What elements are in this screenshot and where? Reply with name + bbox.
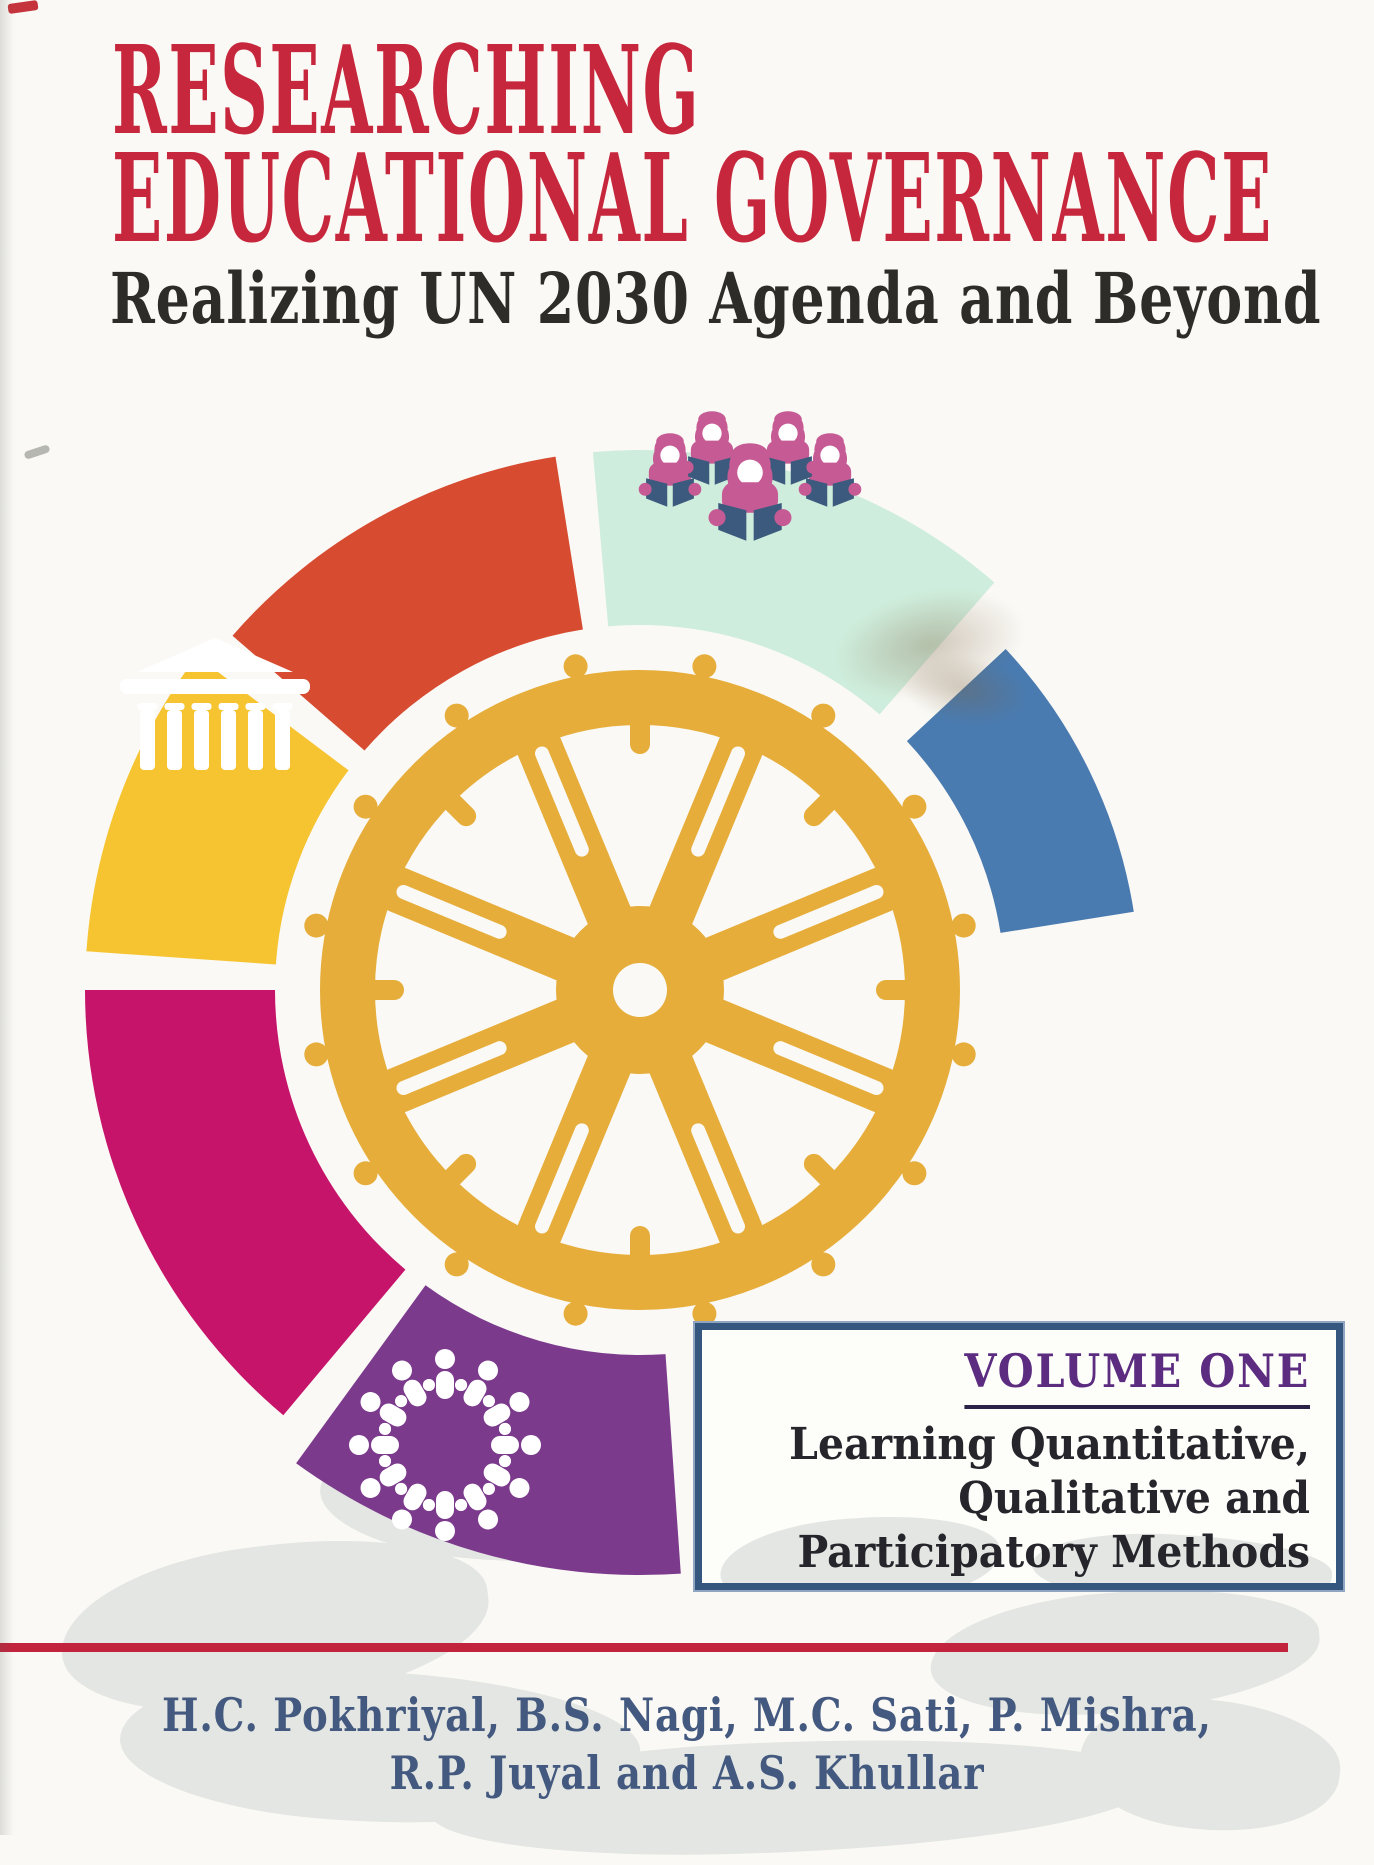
volume-box: VOLUME ONE Learning Quantitative, Qualit… bbox=[695, 1323, 1343, 1590]
ring-segment-mint bbox=[592, 450, 995, 715]
ring-segment-purple bbox=[296, 1285, 681, 1576]
red-divider-rule bbox=[0, 1643, 1288, 1652]
volume-label: VOLUME ONE bbox=[964, 1344, 1310, 1409]
dharma-wheel-icon bbox=[304, 654, 976, 1326]
scan-edge-shadow bbox=[0, 0, 14, 1835]
volume-subtitle-line3: Participatory Methods bbox=[797, 1527, 1310, 1578]
book-title: RESEARCHING EDUCATIONAL GOVERNANCE bbox=[112, 18, 1273, 270]
authors-line1: H.C. Pokhriyal, B.S. Nagi, M.C. Sati, P.… bbox=[162, 1688, 1212, 1742]
volume-subtitle-line1: Learning Quantitative, bbox=[789, 1419, 1310, 1470]
ring-segment-magenta bbox=[85, 990, 406, 1416]
ring-segment-blue bbox=[906, 649, 1134, 933]
volume-subtitle-line2: Qualitative and bbox=[958, 1473, 1310, 1524]
book-title-line1: RESEARCHING bbox=[112, 18, 701, 162]
students-reading-icon bbox=[638, 411, 862, 541]
authors-line2: R.P. Juyal and A.S. Khullar bbox=[389, 1746, 985, 1800]
institution-icon bbox=[120, 638, 310, 770]
ring-segment-red bbox=[232, 456, 583, 751]
book-title-line2: EDUCATIONAL GOVERNANCE bbox=[112, 126, 1273, 270]
volume-subtitle: Learning Quantitative, Qualitative and P… bbox=[745, 1418, 1310, 1580]
authors: H.C. Pokhriyal, B.S. Nagi, M.C. Sati, P.… bbox=[0, 1686, 1374, 1802]
community-circle-icon bbox=[349, 1349, 541, 1541]
book-subtitle: Realizing UN 2030 Agenda and Beyond bbox=[110, 257, 1322, 340]
